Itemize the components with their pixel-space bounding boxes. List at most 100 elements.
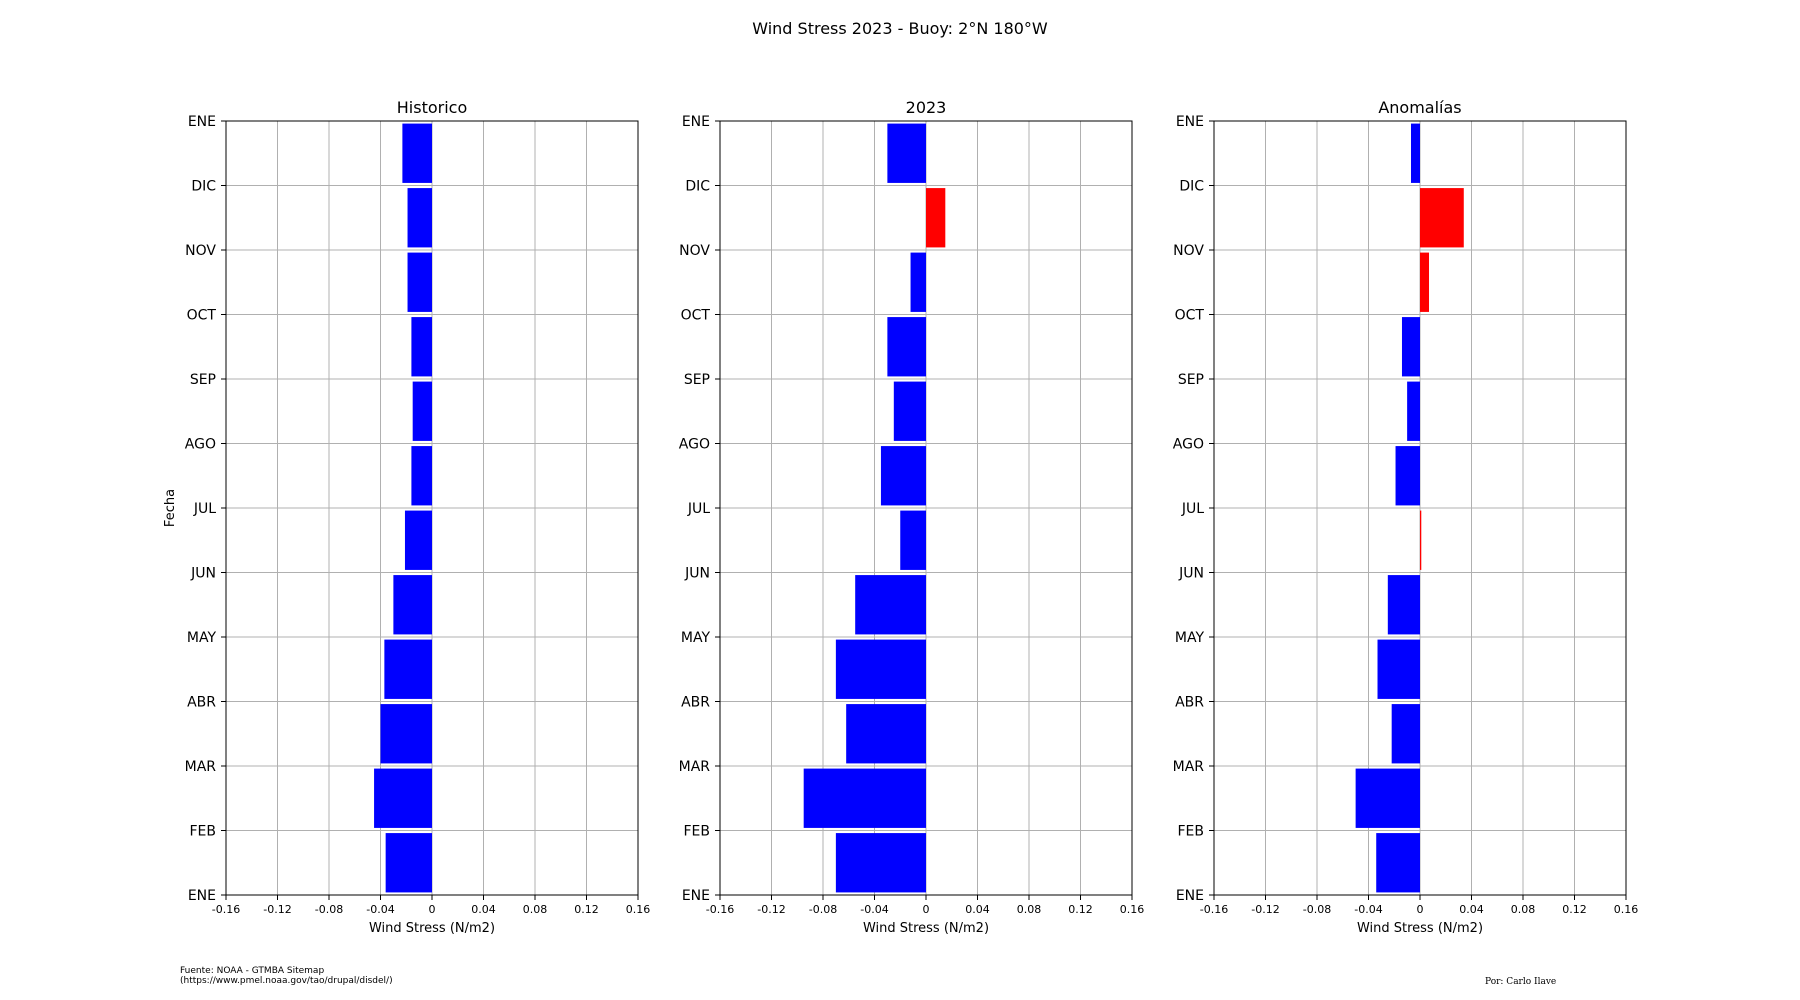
bar-mar <box>846 704 926 764</box>
bar-oct <box>910 252 926 312</box>
y-tick-label: DIC <box>1179 179 1204 195</box>
bar-ene <box>1376 833 1420 893</box>
bar-nov <box>1420 188 1464 248</box>
x-tick-label: 0 <box>1417 903 1424 916</box>
x-tick-label: 0.08 <box>1511 903 1536 916</box>
y-tick-label: ABR <box>1175 695 1204 711</box>
bar-nov <box>407 188 432 248</box>
panel-title: 2023 <box>906 98 947 117</box>
y-tick-label: JUL <box>193 501 216 517</box>
y-tick-label: AGO <box>679 437 710 453</box>
bar-sep <box>1401 317 1420 377</box>
bar-ago <box>893 381 926 441</box>
plot-frame <box>719 120 1133 896</box>
y-tick-label: MAR <box>679 759 711 775</box>
x-axis-label: Wind Stress (N/m2) <box>369 921 495 936</box>
y-tick-label: AGO <box>1173 437 1204 453</box>
y-tick-label: OCT <box>681 308 711 324</box>
y-tick-label: FEB <box>683 824 710 840</box>
x-tick-label: 0.04 <box>965 903 990 916</box>
x-tick-label: -0.04 <box>1354 903 1382 916</box>
bar-sep <box>887 317 926 377</box>
panel-title: Historico <box>397 98 467 117</box>
y-tick-label: ENE <box>188 114 216 130</box>
source-note: Fuente: NOAA - GTMBA Sitemap (https://ww… <box>180 966 393 986</box>
x-tick-label: -0.16 <box>706 903 734 916</box>
x-tick-label: 0.12 <box>1562 903 1587 916</box>
bar-mar <box>1391 704 1420 764</box>
bar-ago <box>412 381 432 441</box>
y-tick-label: MAY <box>1175 630 1205 646</box>
y-tick-label: DIC <box>191 179 216 195</box>
bar-ene <box>835 833 926 893</box>
x-tick-label: -0.16 <box>1200 903 1228 916</box>
y-tick-label: JUN <box>190 566 216 582</box>
x-tick-label: 0 <box>429 903 436 916</box>
y-tick-label: ABR <box>187 695 216 711</box>
x-tick-label: -0.08 <box>809 903 837 916</box>
x-tick-label: 0.08 <box>523 903 548 916</box>
y-tick-label: ENE <box>682 114 710 130</box>
y-tick-label: MAR <box>185 759 217 775</box>
bar-abr <box>1377 639 1420 699</box>
bar-feb <box>374 768 432 828</box>
figure-title: Wind Stress 2023 - Buoy: 2°N 180°W <box>752 19 1048 38</box>
y-tick-label: DIC <box>685 179 710 195</box>
plot-frame <box>225 120 639 896</box>
y-tick-label: FEB <box>189 824 216 840</box>
x-tick-label: -0.04 <box>366 903 394 916</box>
bar-oct <box>1420 252 1430 312</box>
x-tick-label: 0.16 <box>1120 903 1145 916</box>
bar-dic <box>402 123 432 183</box>
y-tick-label: OCT <box>187 308 217 324</box>
bar-jul <box>411 446 432 506</box>
bar-ago <box>1407 381 1420 441</box>
y-tick-label: MAY <box>681 630 711 646</box>
y-tick-label: ENE <box>188 888 216 904</box>
panel-title: Anomalías <box>1378 98 1461 117</box>
bar-feb <box>803 768 926 828</box>
x-tick-label: 0.04 <box>471 903 496 916</box>
y-tick-label: ENE <box>1176 888 1204 904</box>
bar-dic <box>887 123 926 183</box>
y-tick-label: SEP <box>684 372 710 388</box>
y-tick-label: JUN <box>1178 566 1204 582</box>
bar-abr <box>384 639 432 699</box>
source-line-2: (https://www.pmel.noaa.gov/tao/drupal/di… <box>180 976 393 986</box>
y-axis-label: Fecha <box>163 489 178 527</box>
bar-may <box>393 575 432 635</box>
y-tick-label: NOV <box>185 243 216 259</box>
y-tick-label: AGO <box>185 437 216 453</box>
y-tick-label: SEP <box>1178 372 1204 388</box>
x-tick-label: 0.12 <box>574 903 599 916</box>
y-tick-label: JUN <box>684 566 710 582</box>
panel-anomalias: -0.16 -0.12 -0.08 -0.04 0 0.04 0.08 0.12 0.16 ENE… <box>1173 98 1639 936</box>
bar-oct <box>407 252 432 312</box>
y-tick-label: ABR <box>681 695 710 711</box>
x-tick-label: -0.12 <box>263 903 291 916</box>
bar-nov <box>926 188 946 248</box>
x-tick-label: -0.12 <box>757 903 785 916</box>
bar-mar <box>380 704 432 764</box>
y-tick-label: ENE <box>682 888 710 904</box>
x-axis-label: Wind Stress (N/m2) <box>1357 921 1483 936</box>
bar-abr <box>835 639 926 699</box>
y-tick-label: MAY <box>187 630 217 646</box>
y-tick-label: FEB <box>1177 824 1204 840</box>
bar-feb <box>1355 768 1420 828</box>
bar-jul <box>1395 446 1420 506</box>
x-tick-label: -0.08 <box>315 903 343 916</box>
x-tick-label: 0.04 <box>1459 903 1484 916</box>
y-tick-label: JUL <box>687 501 710 517</box>
y-tick-label: JUL <box>1181 501 1204 517</box>
y-tick-label: ENE <box>1176 114 1204 130</box>
x-tick-label: 0.16 <box>626 903 651 916</box>
x-tick-label: -0.12 <box>1251 903 1279 916</box>
bar-jun <box>900 510 926 570</box>
x-tick-label: -0.16 <box>212 903 240 916</box>
author-credit: Por: Carlo Ilave <box>1485 977 1557 987</box>
bar-jun <box>404 510 432 570</box>
bar-ene <box>385 833 432 893</box>
bar-jul <box>880 446 926 506</box>
